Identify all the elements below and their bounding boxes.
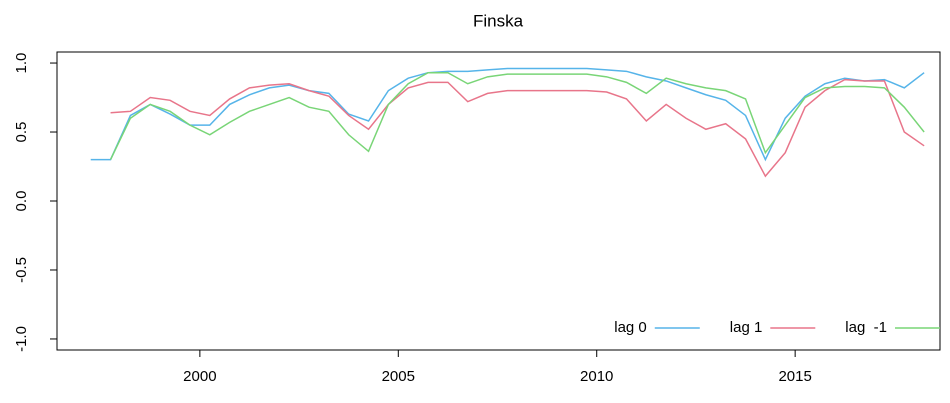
chart-title: Finska — [473, 11, 524, 30]
series-line — [90, 67, 925, 162]
x-tick-label: 2000 — [183, 368, 216, 385]
legend-label: lag 0 — [614, 319, 647, 336]
legend-label: lag 1 — [730, 319, 763, 336]
series-line — [109, 71, 925, 160]
y-tick-label: -1.0 — [13, 326, 30, 352]
legend-label: lag -1 — [845, 319, 887, 336]
y-tick-label: 0.0 — [13, 191, 30, 212]
y-tick-label: -0.5 — [13, 257, 30, 283]
x-tick-label: 2010 — [580, 368, 613, 385]
y-tick-label: 0.5 — [13, 122, 30, 143]
series-line — [110, 78, 925, 178]
y-tick-label: 1.0 — [13, 53, 30, 74]
x-tick-label: 2015 — [778, 368, 811, 385]
x-tick-label: 2005 — [382, 368, 415, 385]
